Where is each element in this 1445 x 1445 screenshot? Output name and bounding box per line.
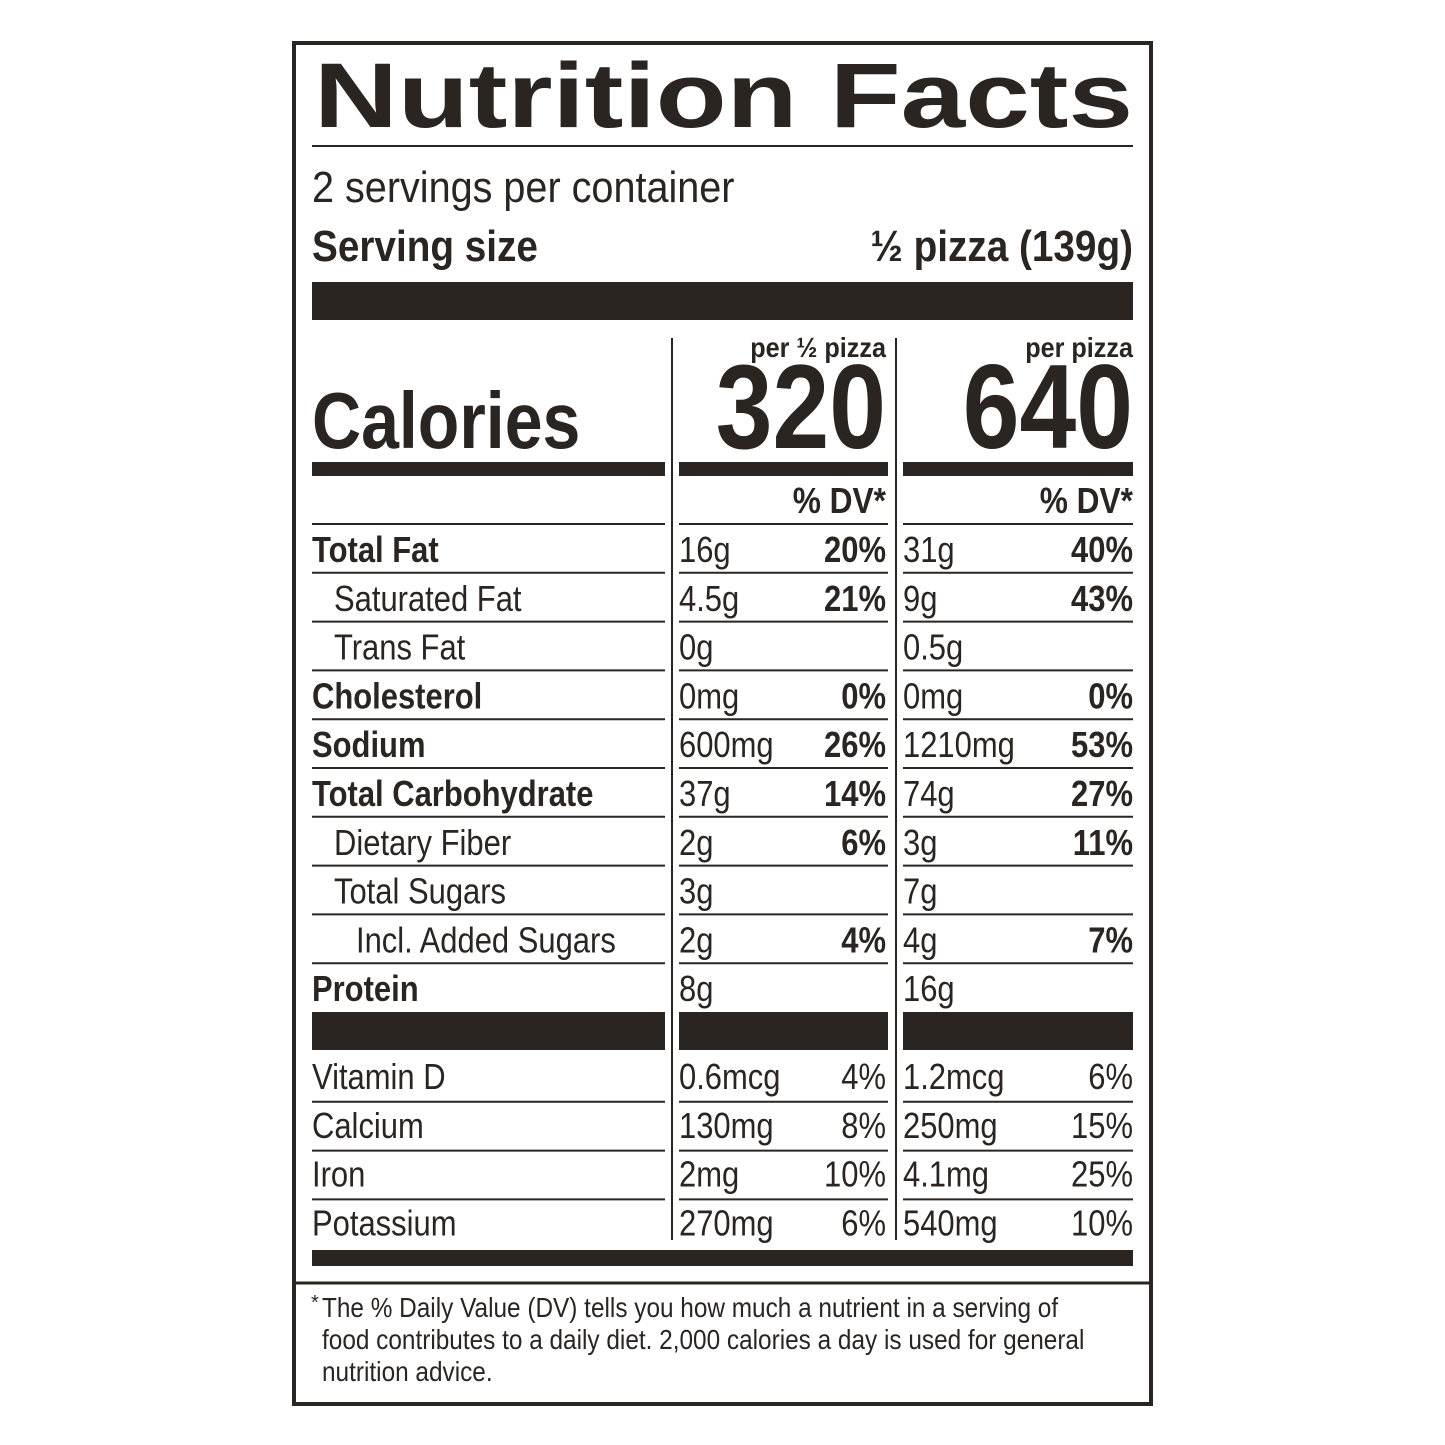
daily-value: 25% <box>1071 1156 1133 1196</box>
amount: 3g <box>903 824 937 864</box>
daily-value: 14% <box>824 775 886 815</box>
nutrient-name: Dietary Fiber <box>334 824 511 864</box>
amount: 0.5g <box>903 629 963 669</box>
amount: 540mg <box>903 1204 998 1244</box>
dv-header: % DV* <box>793 481 887 521</box>
vitamin-name: Potassium <box>312 1204 456 1244</box>
amount: 600mg <box>679 726 774 766</box>
daily-value: 10% <box>1071 1204 1133 1244</box>
footnote: The % Daily Value (DV) tells you how muc… <box>322 1292 1085 1387</box>
amount: 16g <box>903 970 955 1010</box>
amount: 31g <box>903 531 955 571</box>
daily-value: 6% <box>841 1204 886 1244</box>
thick-bar <box>312 1012 665 1050</box>
nutrient-name: Cholesterol <box>312 677 482 717</box>
vitamin-name: Vitamin D <box>312 1058 446 1098</box>
nutrient-name: Saturated Fat <box>334 580 522 620</box>
nutrient-name: Incl. Added Sugars <box>356 921 616 961</box>
vitamin-name: Iron <box>312 1156 365 1196</box>
daily-value: 8% <box>841 1107 886 1147</box>
dv-header: % DV* <box>1040 481 1134 521</box>
amount: 2g <box>679 921 713 961</box>
daily-value: 26% <box>824 726 886 766</box>
calories-value: 320 <box>716 339 886 474</box>
nutrient-name: Protein <box>312 970 419 1010</box>
daily-value: 27% <box>1071 775 1133 815</box>
daily-value: 40% <box>1071 531 1133 571</box>
amount: 4.5g <box>679 580 739 620</box>
column-header: per pizza <box>1025 332 1133 364</box>
daily-value: 10% <box>824 1156 886 1196</box>
daily-value: 11% <box>1073 824 1133 864</box>
calories-value: 640 <box>963 339 1133 474</box>
serving-size-label: Serving size <box>312 221 538 271</box>
footnote-mark: * <box>311 1292 319 1314</box>
amount: 130mg <box>679 1107 774 1147</box>
daily-value: 6% <box>841 824 886 864</box>
daily-value: 21% <box>824 580 886 620</box>
amount: 0g <box>679 629 713 669</box>
daily-value: 0% <box>1088 677 1133 717</box>
amount: 0.6mcg <box>679 1058 780 1098</box>
amount: 37g <box>679 775 731 815</box>
nutrient-name: Trans Fat <box>334 629 466 669</box>
daily-value: 4% <box>841 1058 886 1098</box>
daily-value: 0% <box>841 677 886 717</box>
amount: 4.1mg <box>903 1156 989 1196</box>
amount: 8g <box>679 970 713 1010</box>
servings: 2 servings per container <box>312 162 735 211</box>
thick-bar <box>312 462 665 476</box>
thick-bar <box>679 1012 888 1050</box>
amount: 3g <box>679 873 713 913</box>
nutrient-name: Total Sugars <box>334 873 506 913</box>
daily-value: 4% <box>841 921 886 961</box>
daily-value: 15% <box>1071 1107 1133 1147</box>
column-header: per ½ pizza <box>750 332 886 364</box>
nutrient-name: Total Carbohydrate <box>312 775 593 815</box>
thick-bar <box>679 462 888 476</box>
thick-bar <box>903 462 1133 476</box>
thick-bar <box>312 282 1133 320</box>
nutrient-name: Sodium <box>312 726 425 766</box>
amount: 74g <box>903 775 955 815</box>
daily-value: 20% <box>824 531 886 571</box>
amount: 250mg <box>903 1107 998 1147</box>
amount: 7g <box>903 873 937 913</box>
daily-value: 7% <box>1088 921 1133 961</box>
nutrient-name: Total Fat <box>312 531 439 571</box>
daily-value: 43% <box>1071 580 1133 620</box>
amount: 4g <box>903 921 937 961</box>
amount: 1210mg <box>903 726 1015 766</box>
title: Nutrition Facts <box>314 45 1133 147</box>
amount: 2mg <box>679 1156 739 1196</box>
amount: 2g <box>679 824 713 864</box>
calories-label: Calories <box>312 376 580 465</box>
daily-value: 53% <box>1071 726 1133 766</box>
amount: 1.2mcg <box>903 1058 1004 1098</box>
amount: 270mg <box>679 1204 774 1244</box>
thick-bar <box>903 1012 1133 1050</box>
border <box>292 41 1153 1406</box>
daily-value: 6% <box>1088 1058 1133 1098</box>
amount: 0mg <box>903 677 963 717</box>
vitamin-name: Calcium <box>312 1107 424 1147</box>
serving-size-value: ½ pizza (139g) <box>871 221 1133 271</box>
amount: 9g <box>903 580 937 620</box>
amount: 0mg <box>679 677 739 717</box>
thick-bar <box>312 1250 1133 1266</box>
amount: 16g <box>679 531 731 571</box>
